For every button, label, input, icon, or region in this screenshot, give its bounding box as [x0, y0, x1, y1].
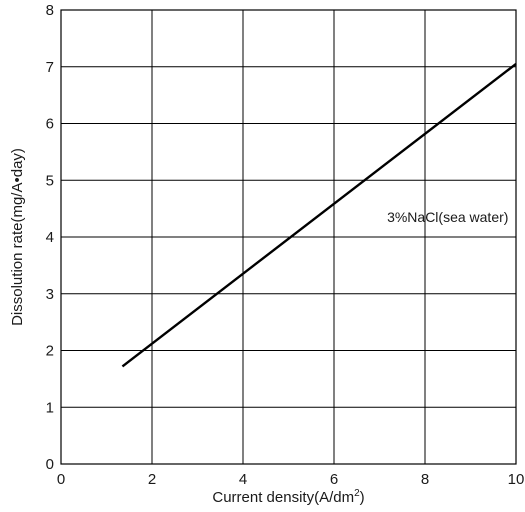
x-axis-title-superscript: 2 [354, 488, 360, 499]
x-tick-label: 4 [239, 471, 247, 488]
x-tick-label: 10 [508, 471, 525, 488]
plot-frame [60, 9, 517, 465]
series-annotation: 3%NaCl(sea water) [387, 209, 508, 225]
x-axis-title-main: Current density(A/dm [212, 489, 354, 506]
x-axis-title: Current density(A/dm2) [212, 488, 364, 506]
y-tick-labels: 0 1 2 3 4 5 6 7 8 [46, 2, 54, 473]
x-tick-label: 6 [330, 471, 338, 488]
y-tick-label: 7 [46, 59, 54, 76]
series-line [121, 62, 517, 368]
y-tick-label: 4 [46, 229, 54, 246]
y-tick-label: 8 [46, 2, 54, 19]
y-tick-label: 5 [46, 172, 54, 189]
y-tick-label: 2 [46, 343, 54, 360]
x-tick-labels: 0 2 4 6 8 10 [57, 471, 525, 488]
y-axis-title: Dissolution rate(mg/A•day) [9, 148, 26, 326]
x-axis-title-end: ) [360, 489, 365, 506]
chart-series [121, 62, 517, 368]
x-tick-label: 0 [57, 471, 65, 488]
x-tick-label: 8 [421, 471, 429, 488]
y-tick-label: 3 [46, 286, 54, 303]
chart-grid [60, 9, 517, 465]
plot-border [60, 9, 517, 465]
y-tick-label: 1 [46, 399, 54, 416]
x-tick-label: 2 [148, 471, 156, 488]
y-tick-label: 0 [46, 456, 54, 473]
y-tick-label: 6 [46, 116, 54, 133]
